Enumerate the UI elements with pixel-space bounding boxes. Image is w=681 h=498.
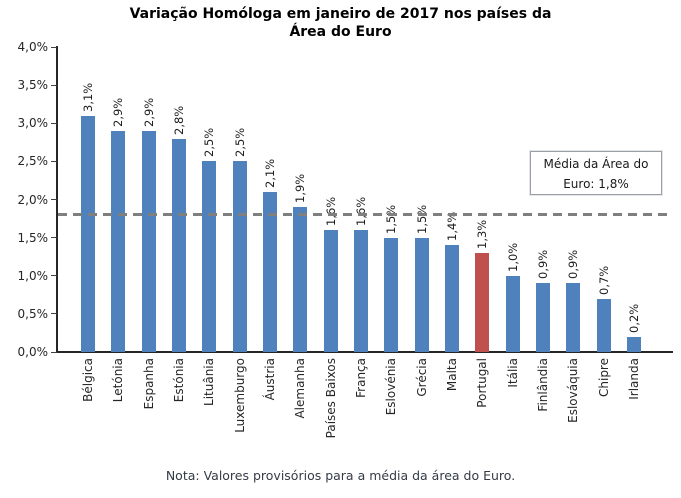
category-label: Países Baixos <box>323 358 338 439</box>
bar <box>141 130 156 352</box>
bar-value-label: 0,9% <box>566 250 581 280</box>
bar-value-label: 0,9% <box>535 250 550 280</box>
y-axis-tick <box>51 160 57 162</box>
y-axis-tick <box>51 275 57 277</box>
bar <box>262 191 277 352</box>
y-axis-tick-label: 1,5% <box>17 230 49 245</box>
y-axis-tick <box>51 46 57 48</box>
bar-value-label: 1,5% <box>414 204 429 234</box>
category-label: Eslováquia <box>566 358 581 423</box>
bar <box>535 283 550 352</box>
category-label: Estónia <box>171 358 186 403</box>
footer-note: Nota: Valores provisórios para a média d… <box>165 468 516 483</box>
euro-average-annotation-box: Média da Área do Euro: 1,8% <box>530 151 662 195</box>
bar <box>353 230 368 352</box>
bar-value-label: 2,5% <box>232 128 247 158</box>
bar-value-label: 2,8% <box>171 105 186 135</box>
bar-value-label: 0,2% <box>626 303 641 333</box>
bar <box>566 283 581 352</box>
y-axis-tick-label: 0,5% <box>17 306 49 321</box>
y-axis-tick-label: 2,0% <box>17 192 49 207</box>
annotation-line2: Euro: 1,8% <box>563 177 629 191</box>
bar <box>323 230 338 352</box>
bar <box>293 207 308 352</box>
category-label: Eslovénia <box>384 358 399 416</box>
bar-value-label: 1,4% <box>444 212 459 242</box>
category-label: Grécia <box>414 358 429 397</box>
category-label: Áustria <box>262 358 277 401</box>
bar <box>171 138 186 352</box>
y-axis-line <box>56 46 58 353</box>
y-axis-tick-label: 4,0% <box>17 40 49 54</box>
bar <box>444 245 459 352</box>
category-label: Itália <box>505 358 520 388</box>
y-axis-tick-label: 3,5% <box>17 78 49 93</box>
bar <box>626 336 641 352</box>
euro-average-dashed-line <box>58 213 672 217</box>
bar-value-label: 2,1% <box>262 158 277 188</box>
category-label: Finlândia <box>535 358 550 412</box>
bar-value-label: 2,9% <box>141 97 156 127</box>
bar-value-label: 0,7% <box>596 265 611 295</box>
bar-value-label: 2,9% <box>111 97 126 127</box>
x-axis-line <box>56 351 673 353</box>
y-axis-tick <box>51 199 57 200</box>
bar-value-label: 1,9% <box>293 173 308 204</box>
bar <box>232 161 247 352</box>
y-axis-tick-label: 1,0% <box>17 268 49 283</box>
y-axis-tick-label: 3,0% <box>17 116 49 131</box>
bar-value-label: 3,1% <box>81 82 95 112</box>
bar-value-label: 1,5% <box>384 204 399 234</box>
category-label: Luxemburgo <box>232 358 247 433</box>
category-label: Portugal <box>475 358 490 408</box>
y-axis-tick <box>51 84 57 86</box>
category-label: Espanha <box>141 358 156 410</box>
category-label: Bélgica <box>81 358 95 402</box>
bar-value-label: 1,0% <box>505 242 520 272</box>
bar-highlight-portugal <box>475 252 490 352</box>
category-label: França <box>353 358 368 398</box>
y-axis-tick <box>51 122 57 124</box>
y-axis-tick <box>51 351 57 353</box>
bar <box>384 237 399 352</box>
bar <box>111 130 126 352</box>
chart-title-line2: Área do Euro <box>289 24 392 40</box>
category-label: Irlanda <box>626 358 641 400</box>
bar <box>81 115 95 352</box>
y-axis-tick-label: 0,0% <box>17 345 49 359</box>
bar <box>596 298 611 352</box>
chart-title: Variação Homóloga em janeiro de 2017 nos… <box>0 5 681 41</box>
category-label: Letónia <box>111 358 126 403</box>
category-label: Alemanha <box>293 358 308 419</box>
category-label: Lituânia <box>202 358 217 406</box>
y-axis-tick <box>51 237 57 239</box>
y-axis-tick-label: 2,5% <box>17 154 49 169</box>
bar <box>202 161 217 352</box>
category-label: Malta <box>444 358 459 392</box>
category-label: Chipre <box>596 358 611 397</box>
annotation-line1: Média da Área do <box>543 157 649 171</box>
bar <box>505 275 520 352</box>
bar <box>414 237 429 352</box>
y-axis-tick <box>51 313 57 315</box>
bar-value-label: 2,5% <box>202 128 217 158</box>
chart-title-line1: Variação Homóloga em janeiro de 2017 nos… <box>129 6 552 22</box>
